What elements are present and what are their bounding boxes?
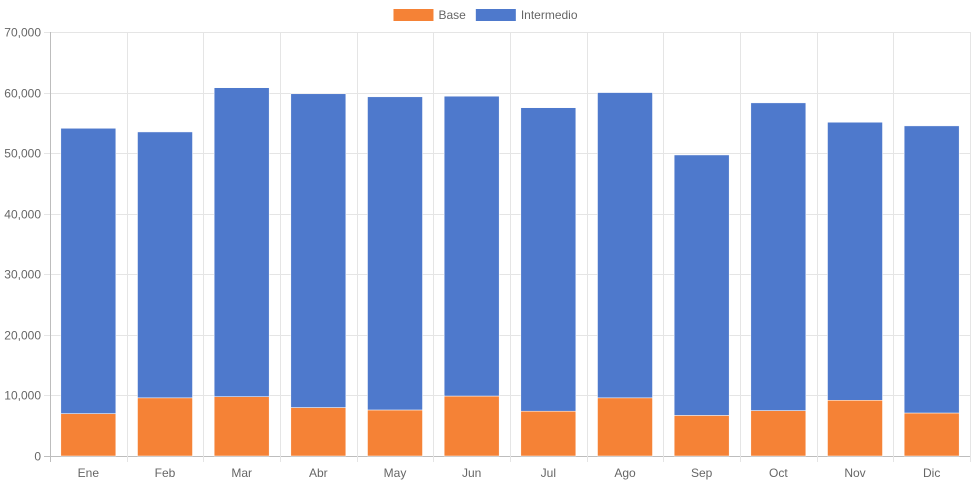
bar-base-jul[interactable] — [520, 410, 577, 457]
bar-base-feb[interactable] — [137, 397, 193, 457]
bar-base-ago[interactable] — [597, 397, 653, 457]
x-tick-label: Abr — [309, 466, 328, 480]
bar-intermedio-dic[interactable] — [903, 125, 960, 414]
bar-base-ene[interactable] — [60, 413, 117, 457]
x-tick-label: Dic — [923, 466, 940, 480]
bar-base-jun[interactable] — [443, 395, 500, 457]
grid-lines — [44, 32, 971, 462]
y-tick-label: 30,000 — [4, 268, 41, 282]
bar-intermedio-may[interactable] — [367, 96, 423, 411]
bar-intermedio-feb[interactable] — [137, 131, 193, 399]
x-tick-label: Ago — [614, 466, 636, 480]
bar-intermedio-ene[interactable] — [60, 128, 117, 414]
bar-intermedio-jun[interactable] — [443, 95, 500, 397]
y-tick-label: 40,000 — [4, 208, 41, 222]
y-tick-label: 60,000 — [4, 87, 41, 101]
y-tick-label: 10,000 — [4, 389, 41, 403]
bar-intermedio-nov[interactable] — [827, 122, 883, 401]
bar-intermedio-abr[interactable] — [290, 93, 347, 408]
bar-base-nov[interactable] — [827, 400, 883, 457]
legend-label-intermedio[interactable]: Intermedio — [521, 8, 578, 22]
x-tick-label: Feb — [155, 466, 176, 480]
x-tick-label: Nov — [844, 466, 865, 480]
bar-intermedio-sep[interactable] — [673, 154, 730, 416]
bar-intermedio-ago[interactable] — [597, 92, 653, 399]
legend-swatch-base[interactable] — [393, 9, 434, 21]
x-tick-label: Jul — [541, 466, 556, 480]
bar-base-dic[interactable] — [903, 412, 960, 457]
bar-intermedio-mar[interactable] — [213, 87, 270, 397]
y-tick-label: 70,000 — [4, 26, 41, 40]
x-tick-label: Sep — [691, 466, 713, 480]
bar-base-may[interactable] — [367, 409, 423, 457]
y-tick-label: 50,000 — [4, 147, 41, 161]
x-tick-label: May — [384, 466, 407, 480]
x-tick-label: Ene — [78, 466, 100, 480]
bar-base-sep[interactable] — [673, 415, 730, 457]
y-tick-label: 0 — [34, 450, 41, 464]
bar-base-abr[interactable] — [290, 407, 347, 457]
x-tick-label: Jun — [462, 466, 481, 480]
x-tick-label: Oct — [769, 466, 788, 480]
bar-intermedio-oct[interactable] — [750, 102, 807, 411]
axes: 0 10,000 20,000 30,000 40,000 50,000 60,000 70,… — [4, 26, 940, 481]
bar-intermedio-jul[interactable] — [520, 107, 577, 412]
bars — [60, 87, 960, 457]
legend-swatch-intermedio[interactable] — [475, 9, 516, 21]
bar-base-mar[interactable] — [213, 396, 270, 457]
legend: Base Intermedio — [393, 8, 578, 22]
y-tick-label: 20,000 — [4, 329, 41, 343]
legend-label-base[interactable]: Base — [438, 8, 466, 22]
bar-base-oct[interactable] — [750, 410, 807, 457]
x-tick-label: Mar — [231, 466, 252, 480]
